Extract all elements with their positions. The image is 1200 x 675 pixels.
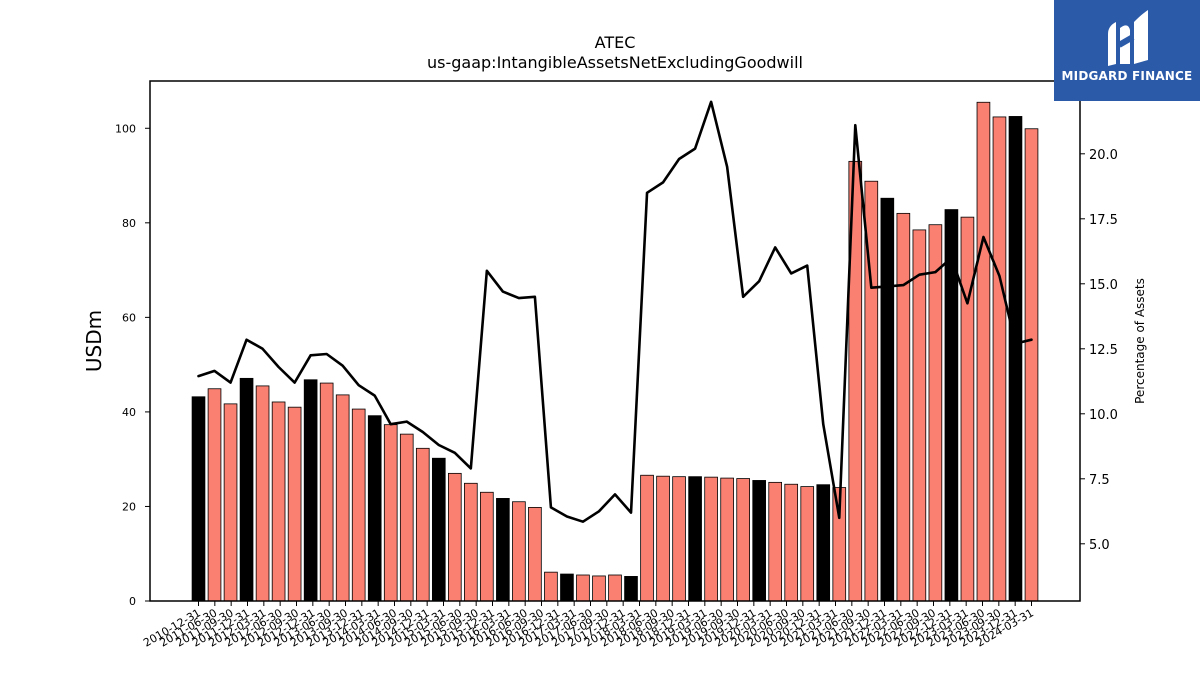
bar-2011-12-31 [255, 385, 270, 602]
y-axis-right: 5.0 7.5 10.0 12.5 15.0 17.5 20.0 [1080, 148, 1118, 553]
chart-subtitle: us-gaap:IntangibleAssetsNetExcludingGood… [427, 53, 803, 72]
y2-tick-label: 17.5 [1089, 213, 1118, 228]
bar-2017-09-30 [624, 576, 638, 602]
y2-axis-label: Percentage of Assets [1133, 278, 1147, 404]
bar-2013-06-30 [351, 408, 366, 602]
bar-2017-06-30 [608, 574, 622, 602]
bar-2019-03-31 [720, 477, 734, 602]
bar-2014-09-30 [431, 457, 446, 602]
bar-2011-09-30 [239, 377, 254, 602]
y-tick-label: 0 [129, 595, 136, 608]
bar-2018-09-30 [688, 476, 702, 602]
bar-2015-03-31 [464, 482, 478, 602]
y2-tick-label: 7.5 [1089, 473, 1110, 488]
bar-2014-06-30 [415, 447, 430, 602]
bar-2019-12-31 [768, 481, 783, 602]
bar-2020-06-30 [800, 486, 815, 602]
bar-2021-12-31 [896, 212, 911, 602]
y2-tick-label: 20.0 [1089, 148, 1118, 163]
bar-2019-09-30 [752, 480, 766, 602]
bar-2016-09-30 [560, 573, 574, 602]
bars-layer [191, 101, 1039, 602]
bar-2014-12-31 [447, 472, 462, 602]
logo-text: MIDGARD FINANCE [1061, 69, 1193, 83]
bar-2022-03-31 [912, 229, 927, 602]
midgard-logo-icon [1108, 10, 1148, 66]
percentage-line [197, 100, 1033, 524]
midgard-finance-logo: MIDGARD FINANCE [1054, 0, 1200, 101]
bar-2011-06-30 [223, 403, 238, 602]
bar-2018-12-31 [704, 476, 718, 602]
y2-tick-label: 5.0 [1089, 538, 1110, 553]
bar-2012-09-30 [303, 379, 318, 602]
y-tick-label: 80 [122, 217, 136, 230]
bar-2023-12-31 [1024, 128, 1039, 602]
bar-2022-12-31 [960, 216, 975, 602]
bar-2018-06-30 [672, 476, 686, 602]
y-tick-label: 60 [122, 311, 136, 324]
bar-2015-06-30 [480, 491, 494, 602]
y2-tick-label: 12.5 [1089, 343, 1118, 358]
bar-2016-06-30 [544, 571, 558, 602]
bar-2023-09-30 [1008, 116, 1023, 602]
bar-2020-09-30 [816, 484, 831, 602]
bar-2012-03-31 [271, 401, 286, 602]
bar-2013-12-31 [383, 424, 398, 602]
bar-2016-03-31 [528, 506, 542, 602]
y2-tick-label: 10.0 [1089, 408, 1118, 423]
y-tick-label: 20 [122, 500, 136, 513]
y2-tick-label: 15.0 [1089, 278, 1118, 293]
bar-2020-03-31 [784, 483, 799, 602]
x-axis: 2010-12-312011-06-302011-09-302011-12-31… [141, 601, 1036, 650]
bar-2013-09-30 [367, 415, 382, 602]
bar-2010-12-31 [191, 396, 206, 602]
bar-2023-06-30 [992, 116, 1007, 602]
bar-2012-06-30 [287, 406, 302, 602]
bar-2017-12-31 [640, 474, 654, 602]
bar-2013-03-31 [335, 394, 350, 602]
bar-2018-03-31 [656, 475, 670, 602]
bar-2014-03-31 [399, 433, 414, 602]
bar-2019-06-30 [736, 478, 750, 602]
bar-2021-09-30 [880, 197, 895, 602]
bar-2015-12-31 [512, 501, 526, 602]
bar-2017-03-31 [592, 575, 606, 602]
bar-2023-03-31 [976, 101, 991, 602]
y-tick-label: 100 [115, 122, 136, 135]
bar-2015-09-30 [496, 498, 510, 602]
y-axis-label: USDm [82, 310, 106, 372]
y-tick-label: 40 [122, 406, 136, 419]
bar-2016-12-31 [576, 574, 590, 602]
bar-2011-03-31 [207, 388, 222, 602]
bar-2022-06-30 [928, 224, 943, 602]
plot-frame [149, 80, 1081, 602]
y-axis-left: 0 20 40 60 80 100 [115, 122, 150, 608]
bar-2012-12-31 [319, 382, 334, 602]
chart-title: ATEC [595, 33, 636, 52]
